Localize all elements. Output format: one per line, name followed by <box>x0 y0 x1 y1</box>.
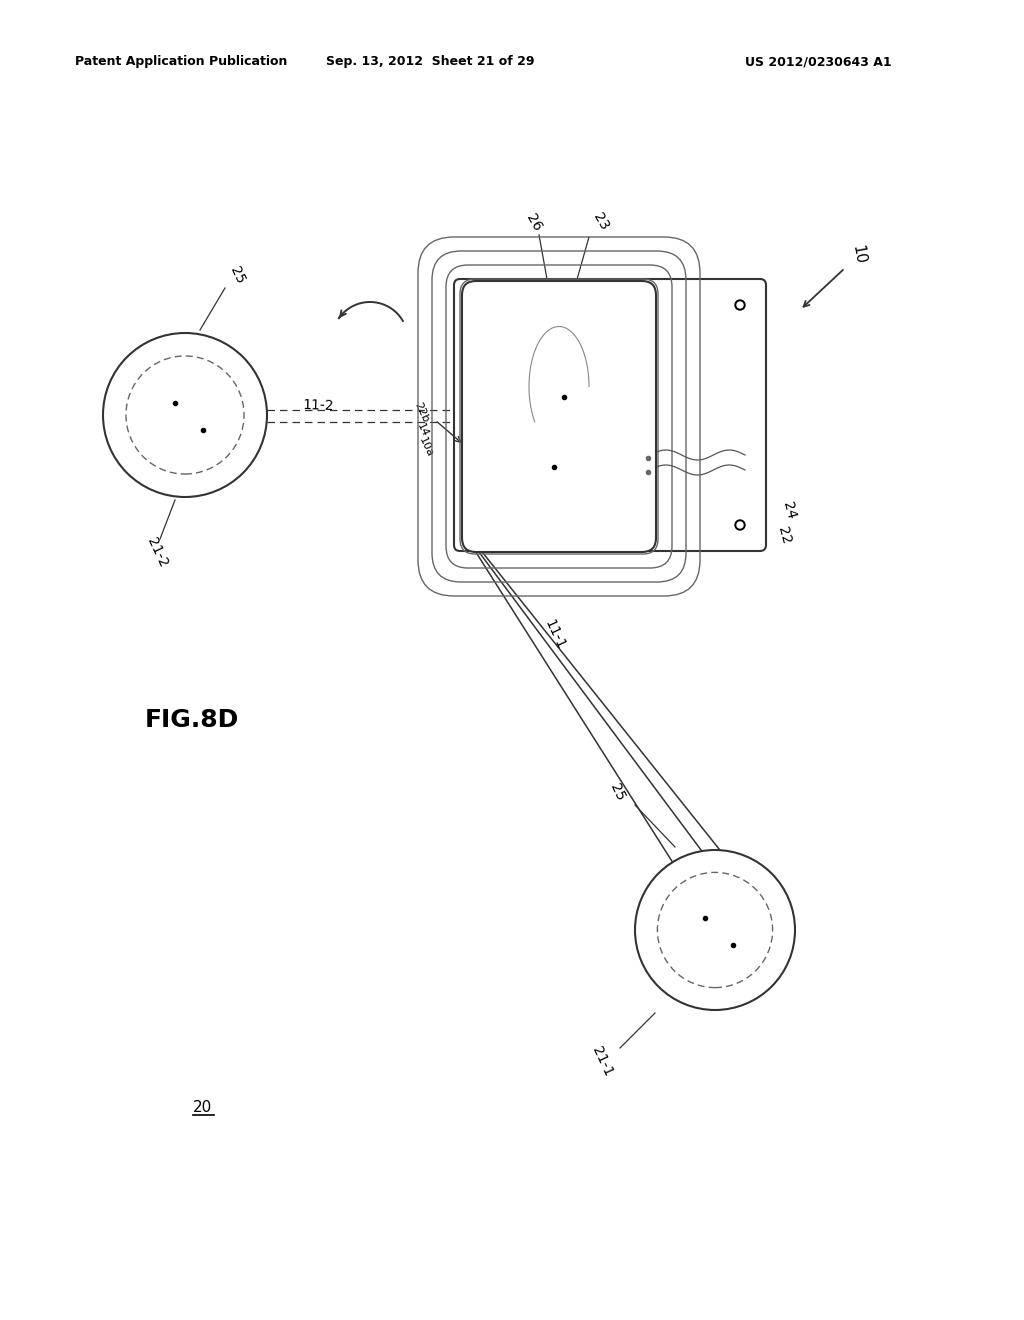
Circle shape <box>475 300 485 310</box>
Text: Sep. 13, 2012  Sheet 21 of 29: Sep. 13, 2012 Sheet 21 of 29 <box>326 55 535 69</box>
Text: 24: 24 <box>780 500 798 520</box>
Circle shape <box>477 521 483 528</box>
Text: 22: 22 <box>775 525 793 545</box>
Text: 23: 23 <box>591 211 611 234</box>
Circle shape <box>737 521 743 528</box>
Circle shape <box>635 850 795 1010</box>
Text: US 2012/0230643 A1: US 2012/0230643 A1 <box>745 55 892 69</box>
Circle shape <box>735 300 745 310</box>
Text: FIG.8D: FIG.8D <box>145 708 240 733</box>
Text: 10a: 10a <box>417 436 435 458</box>
Text: 25: 25 <box>227 264 247 286</box>
Text: 22b: 22b <box>412 400 430 424</box>
Text: Patent Application Publication: Patent Application Publication <box>75 55 288 69</box>
Text: 11-1: 11-1 <box>542 618 568 652</box>
Text: 21-2: 21-2 <box>144 535 170 569</box>
Text: 10: 10 <box>849 244 867 265</box>
Text: 14: 14 <box>415 421 430 438</box>
Circle shape <box>737 302 743 308</box>
Circle shape <box>475 520 485 531</box>
Text: 20: 20 <box>193 1101 212 1115</box>
Text: 11-2: 11-2 <box>302 399 334 413</box>
Text: 26: 26 <box>523 213 545 234</box>
Text: 21-1: 21-1 <box>589 1045 615 1080</box>
Circle shape <box>735 520 745 531</box>
Circle shape <box>477 302 483 308</box>
Circle shape <box>103 333 267 498</box>
Text: 25: 25 <box>607 781 627 803</box>
FancyBboxPatch shape <box>454 279 766 550</box>
FancyBboxPatch shape <box>462 281 656 552</box>
